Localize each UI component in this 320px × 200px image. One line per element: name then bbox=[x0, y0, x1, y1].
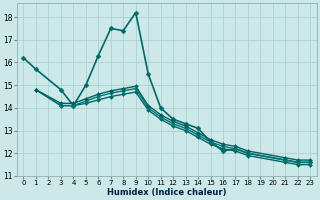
X-axis label: Humidex (Indice chaleur): Humidex (Indice chaleur) bbox=[107, 188, 227, 197]
